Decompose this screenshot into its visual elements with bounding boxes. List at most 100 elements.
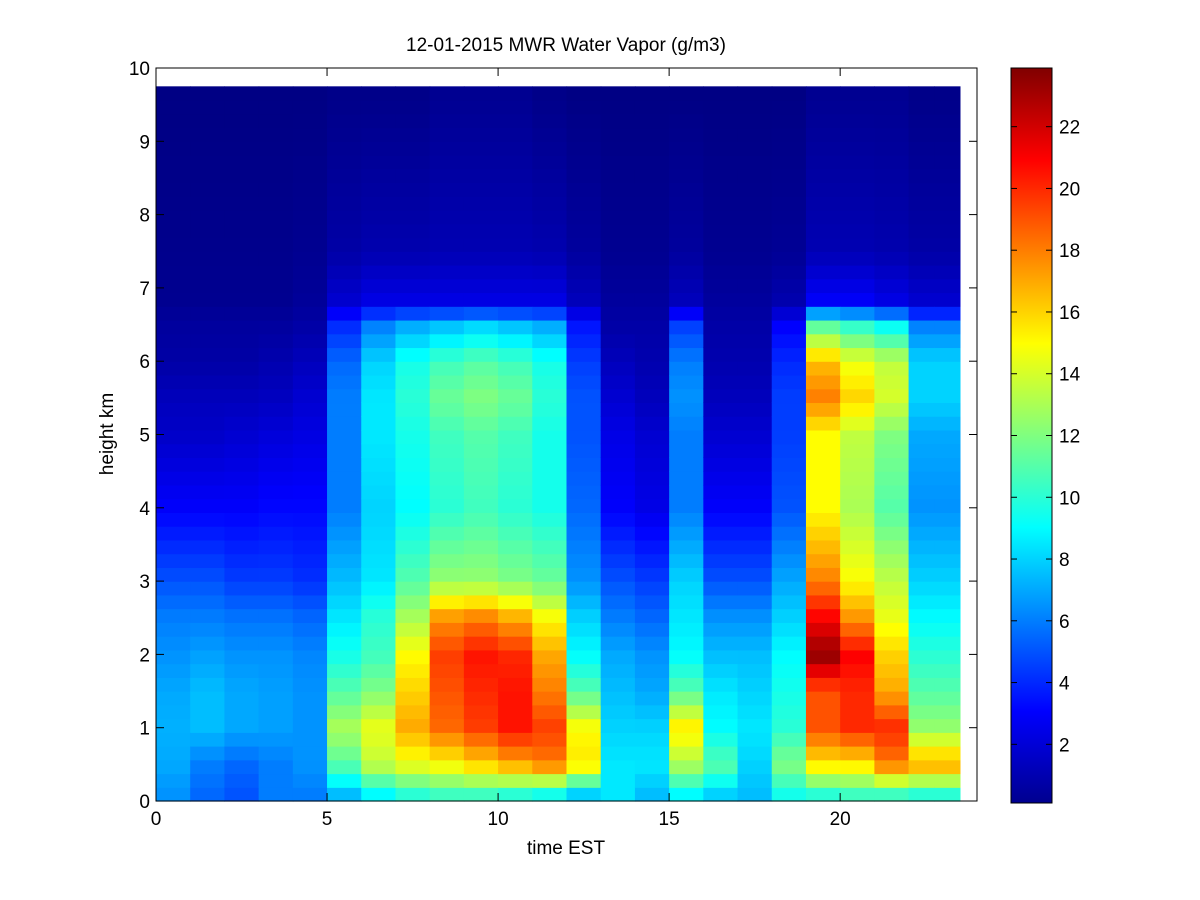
y-tick-label: 6 — [139, 352, 150, 373]
heatmap-cell — [429, 773, 465, 788]
heatmap-cell — [566, 402, 602, 417]
heatmap-cell — [190, 622, 226, 637]
heatmap-cell — [361, 649, 397, 665]
heatmap-cell — [566, 471, 602, 486]
heatmap-cell — [874, 361, 910, 376]
heatmap-cell — [908, 100, 935, 115]
heatmap-cell — [292, 251, 328, 266]
heatmap-cell — [771, 155, 807, 170]
heatmap-cell — [805, 333, 841, 349]
heatmap-cell — [190, 471, 226, 486]
heatmap-cell — [703, 168, 739, 184]
heatmap-cell — [634, 773, 670, 788]
heatmap-cell — [532, 100, 568, 115]
heatmap-cell — [156, 196, 191, 211]
y-tick-label: 0 — [139, 792, 150, 813]
heatmap-cell — [327, 608, 362, 623]
colorbar — [1010, 67, 1053, 804]
heatmap-cell — [805, 292, 841, 307]
heatmap-cell — [566, 759, 602, 775]
heatmap-cell — [190, 210, 226, 225]
heatmap-cell — [874, 333, 910, 349]
heatmap-cell — [532, 182, 568, 197]
heatmap-cell — [429, 759, 465, 775]
heatmap-cell — [703, 196, 739, 211]
heatmap-cell — [224, 787, 260, 802]
heatmap-cell — [566, 787, 602, 802]
heatmap-cell — [840, 457, 875, 472]
heatmap-cell — [908, 374, 935, 390]
heatmap-cell — [258, 484, 294, 500]
heatmap-cell — [395, 677, 431, 692]
heatmap-cell — [805, 704, 841, 720]
heatmap-cell — [429, 526, 465, 541]
heatmap-cell — [327, 237, 362, 252]
heatmap-cell — [737, 374, 773, 390]
heatmap-cell — [463, 636, 499, 651]
heatmap-cell — [805, 402, 841, 417]
heatmap-cell — [429, 539, 465, 555]
heatmap-cell — [429, 691, 465, 706]
heatmap-cell — [805, 168, 841, 184]
heatmap-cell — [532, 443, 568, 458]
heatmap-cell — [498, 457, 533, 472]
heatmap-cell — [190, 278, 226, 294]
heatmap-cell — [292, 141, 328, 156]
heatmap-cell — [292, 292, 328, 307]
heatmap-cell — [361, 718, 397, 733]
heatmap-cell — [190, 168, 226, 184]
heatmap-cell — [292, 374, 328, 390]
heatmap-cell — [737, 759, 773, 775]
heatmap-cell — [805, 361, 841, 376]
heatmap-cell — [361, 168, 397, 184]
heatmap-cell — [934, 787, 961, 802]
heatmap-cell — [463, 704, 499, 720]
heatmap-cell — [669, 100, 704, 115]
heatmap-cell — [498, 361, 533, 376]
heatmap-cell — [737, 416, 773, 431]
heatmap-cell — [771, 526, 807, 541]
heatmap-cell — [771, 704, 807, 720]
heatmap-cell — [498, 155, 533, 170]
heatmap-cell — [463, 347, 499, 362]
heatmap-cell — [395, 732, 431, 747]
heatmap-cell — [805, 526, 841, 541]
heatmap-cell — [874, 402, 910, 417]
heatmap-cell — [463, 663, 499, 678]
heatmap-cell — [669, 196, 704, 211]
heatmap-cell — [224, 429, 260, 445]
heatmap-cell — [361, 210, 397, 225]
heatmap-cell — [566, 196, 602, 211]
heatmap-cell — [463, 484, 499, 500]
heatmap-cell — [429, 113, 465, 129]
heatmap-cell — [703, 787, 739, 802]
heatmap-cell — [292, 86, 328, 101]
heatmap-cell — [771, 636, 807, 651]
heatmap-cell — [156, 347, 191, 362]
heatmap-cell — [908, 636, 935, 651]
heatmap-cell — [361, 319, 397, 335]
heatmap-cell — [669, 429, 704, 445]
heatmap-cell — [934, 182, 961, 197]
heatmap-cell — [703, 498, 739, 513]
heatmap-cell — [771, 278, 807, 294]
heatmap-cell — [361, 663, 397, 678]
heatmap-cell — [566, 622, 602, 637]
heatmap-cell — [292, 512, 328, 527]
heatmap-cell — [498, 141, 533, 156]
heatmap-cell — [361, 251, 397, 266]
heatmap-cell — [840, 704, 875, 720]
heatmap-cell — [292, 498, 328, 513]
heatmap-cell — [532, 306, 568, 321]
heatmap-cell — [429, 581, 465, 596]
heatmap-cell — [669, 388, 704, 404]
heatmap-cell — [771, 759, 807, 775]
heatmap-cell — [463, 732, 499, 747]
heatmap-cell — [737, 196, 773, 211]
heatmap-cell — [703, 223, 739, 239]
x-axis: 0 5 10 15 20 — [151, 68, 851, 830]
heatmap-cell — [934, 649, 961, 665]
heatmap-cell — [224, 113, 260, 129]
heatmap-cell — [934, 636, 961, 651]
heatmap-cell — [840, 553, 875, 568]
